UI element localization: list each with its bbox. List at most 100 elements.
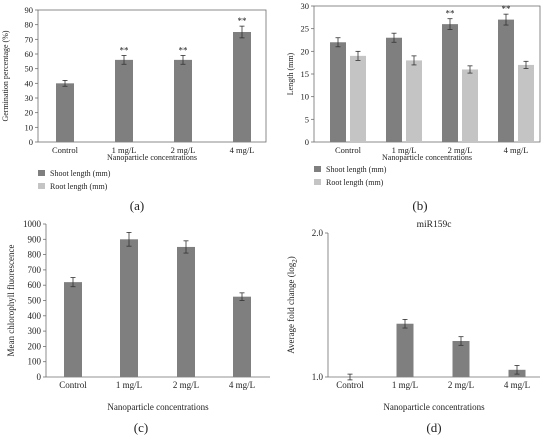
- x-tick-label: Control: [52, 145, 79, 155]
- plot-frame: [37, 9, 267, 143]
- x-tick-label: 2 mg/L: [173, 380, 199, 390]
- x-tick-label: Control: [336, 380, 364, 390]
- x-tick-label: 4 mg/L: [504, 145, 529, 155]
- legend-swatch: [38, 170, 45, 176]
- bar: [330, 42, 346, 143]
- y-tick-label: 80: [25, 20, 34, 30]
- y-tick-label: 70: [25, 34, 34, 44]
- legend-swatch: [314, 166, 321, 172]
- panel-a: 0 10 20 30 40 50 60 70 80 90 Control ** 1 mg/L ** 2 mg…: [1, 5, 267, 213]
- bar: [177, 246, 195, 377]
- panel-d: 1.0 2.0 Control 1 mg/L 2 mg/L 4 mg/L Nanoparti…: [286, 220, 540, 435]
- y-axis-label-main: Germination percentage (%): [1, 30, 10, 121]
- x-tick-label: 1 mg/L: [112, 145, 137, 155]
- panel-label: (c): [134, 420, 148, 435]
- x-axis-label: Nanoparticle concentrations: [107, 402, 209, 412]
- y-axis-label-end: ): [286, 256, 296, 259]
- legend-swatch: [314, 179, 321, 185]
- y-axis-label: Mean chlorophyll fluorescence: [6, 245, 16, 357]
- bar: [233, 296, 251, 377]
- panel-label: (a): [130, 198, 144, 213]
- y-tick-label: 200: [28, 341, 42, 351]
- y-tick-label: 100: [28, 357, 42, 367]
- y-tick-label: 0: [305, 137, 309, 147]
- significance-mark: **: [179, 45, 189, 55]
- panel-label: (b): [412, 198, 427, 213]
- y-tick-label: 0: [37, 372, 42, 382]
- bar: [233, 32, 251, 142]
- x-axis-label: Nanoparticle concentrations: [382, 153, 472, 162]
- panel-b: 0 5 10 15 20 25 30 Control 1 mg/L ** 2 mg/L ** 4 mg/…: [286, 1, 541, 213]
- x-tick-label: Control: [59, 380, 87, 390]
- panel-c: 0 100 200 300 400 500 600 700 800 900 1000 Control 1…: [6, 219, 270, 435]
- y-tick-label: 30: [301, 1, 310, 11]
- y-tick-label: 60: [25, 49, 34, 59]
- y-axis-label-main: Mean chlorophyll fluorescence: [6, 245, 16, 357]
- y-tick-label: 700: [28, 265, 42, 275]
- y-tick-label: 1000: [23, 219, 42, 229]
- y-tick-label: 300: [28, 326, 42, 336]
- bar: [174, 59, 192, 142]
- bar: [386, 37, 402, 142]
- x-tick-label: 1 mg/L: [392, 380, 418, 390]
- bar: [120, 239, 138, 377]
- x-tick-label: 1 mg/L: [392, 145, 417, 155]
- x-axis-label: Nanoparticle concentrations: [383, 402, 485, 412]
- x-tick-label: 4 mg/L: [230, 145, 255, 155]
- y-axis-label-main: Average fold change (log: [286, 262, 296, 354]
- bar: [350, 55, 366, 142]
- y-axis-label-subscript: 2: [291, 259, 299, 263]
- x-tick-label: 4 mg/L: [504, 380, 530, 390]
- y-tick-label: 25: [301, 24, 310, 34]
- y-tick-label: 15: [301, 69, 310, 79]
- chart-title: miR159c: [417, 220, 452, 230]
- x-tick-label: 1 mg/L: [116, 380, 142, 390]
- y-tick-label: 90: [25, 5, 34, 15]
- y-tick-label: 2.0: [312, 228, 324, 238]
- legend-label: Shoot length (mm): [50, 169, 111, 178]
- bar: [452, 341, 470, 377]
- y-tick-label: 600: [28, 280, 42, 290]
- x-tick-label: 4 mg/L: [229, 380, 255, 390]
- bar: [56, 83, 74, 142]
- significance-mark: **: [238, 16, 248, 26]
- y-tick-label: 800: [28, 250, 42, 260]
- y-tick-label: 1.0: [312, 372, 324, 382]
- y-axis-label: Length (mm): [286, 52, 295, 95]
- y-axis-label-main: Length (mm): [286, 52, 295, 95]
- x-axis-label: Nanoparticle concentrations: [107, 153, 197, 162]
- y-axis-label: Average fold change (log2): [286, 256, 299, 354]
- legend-swatch: [38, 183, 45, 189]
- bar: [406, 60, 422, 142]
- x-tick-label: 2 mg/L: [448, 145, 473, 155]
- y-tick-label: 500: [28, 296, 42, 306]
- bar: [498, 19, 514, 143]
- legend-label: Root length (mm): [326, 178, 384, 187]
- y-tick-label: 10: [301, 92, 310, 102]
- y-tick-label: 20: [25, 108, 34, 118]
- y-tick-label: 20: [301, 46, 310, 56]
- y-tick-label: 40: [25, 78, 34, 88]
- x-tick-label: 2 mg/L: [171, 145, 196, 155]
- significance-mark: **: [502, 4, 512, 14]
- significance-mark: **: [120, 45, 130, 55]
- y-axis-label: Germination percentage (%): [1, 30, 10, 121]
- bar: [396, 323, 414, 377]
- y-tick-label: 900: [28, 234, 42, 244]
- bar: [462, 69, 478, 142]
- y-tick-label: 5: [305, 114, 309, 124]
- y-tick-label: 0: [29, 137, 33, 147]
- bar: [442, 24, 458, 143]
- legend-label: Shoot length (mm): [326, 165, 387, 174]
- legend-label: Root length (mm): [50, 182, 108, 191]
- y-tick-label: 30: [25, 93, 34, 103]
- panel-label: (d): [426, 420, 441, 435]
- y-tick-label: 50: [25, 64, 34, 74]
- bar: [518, 64, 534, 142]
- x-tick-label: 2 mg/L: [448, 380, 474, 390]
- bar: [64, 282, 82, 377]
- bar: [115, 59, 133, 142]
- x-tick-label: Control: [335, 145, 362, 155]
